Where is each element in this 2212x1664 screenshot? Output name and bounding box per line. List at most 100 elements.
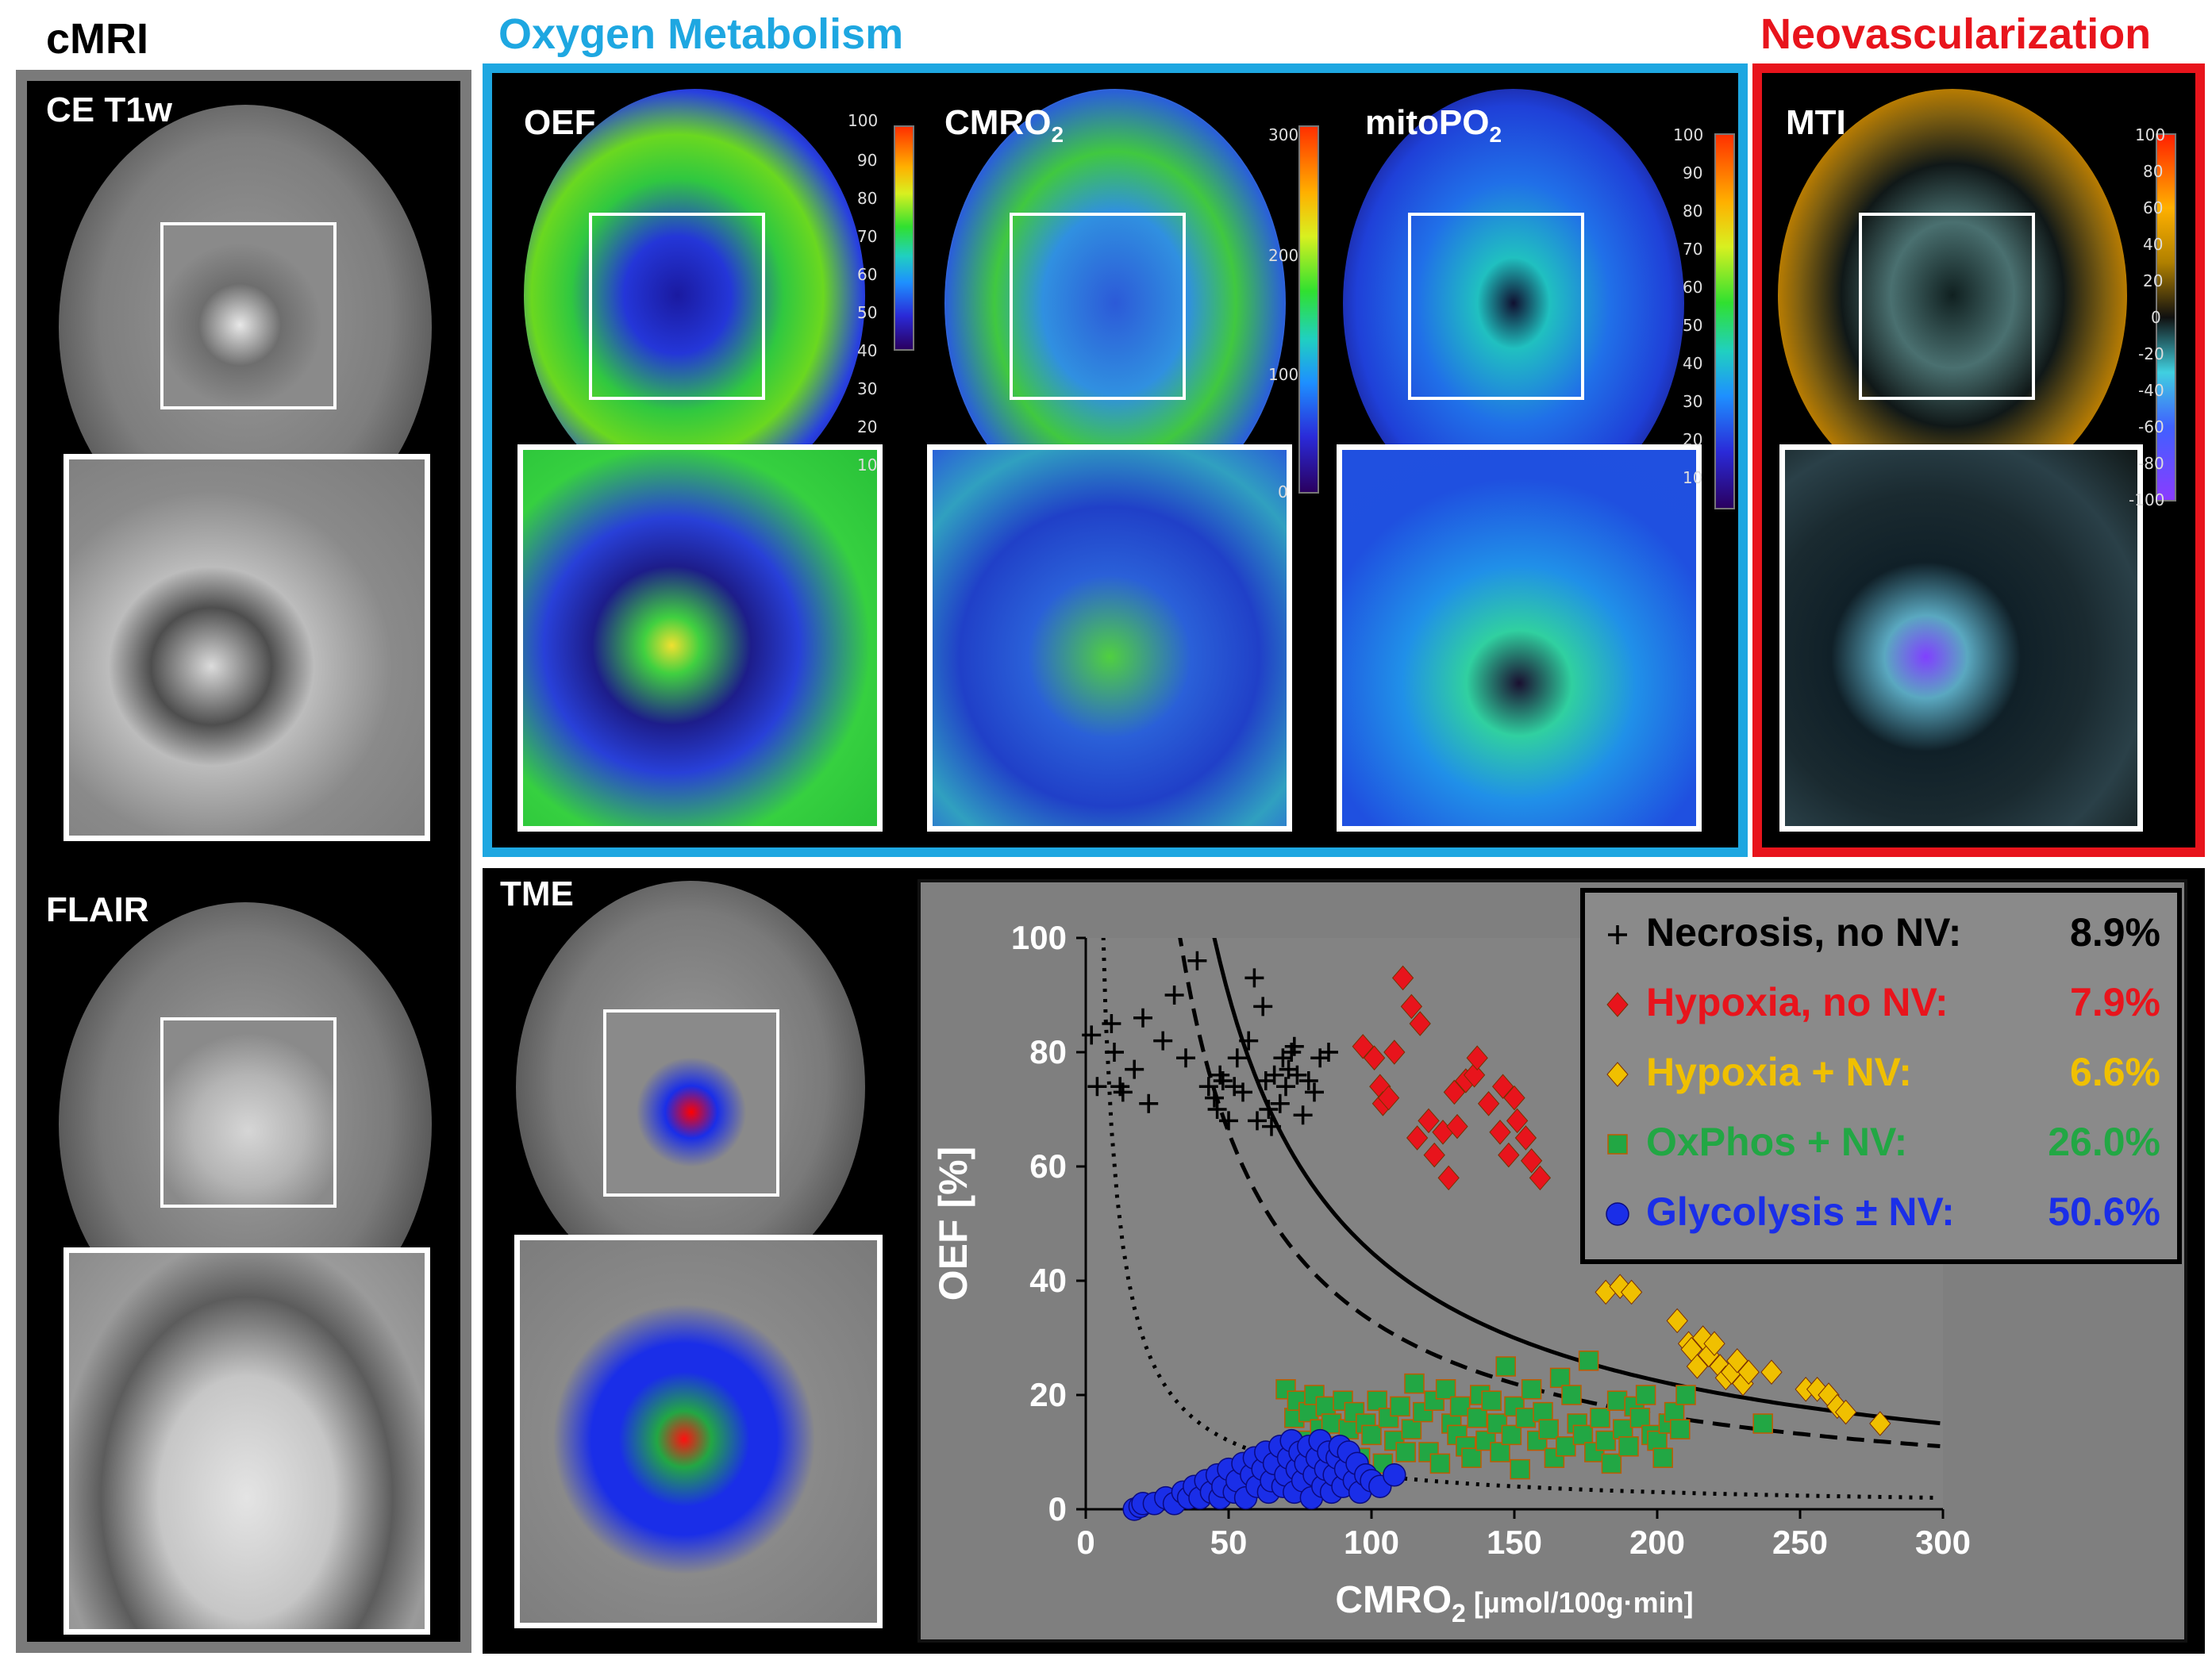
oxphos-point [1533, 1401, 1553, 1423]
mti-label: MTI [1786, 103, 1846, 142]
legend-pct-necrosis: 8.9% [2070, 910, 2160, 955]
hypoxia_nv-point [1737, 1359, 1760, 1385]
hypoxia_no_nv-point [1514, 1125, 1537, 1151]
mti-map-image [1778, 89, 2127, 502]
mti-colorbar-tick: -20 [2138, 344, 2164, 363]
legend-label-oxphos: OxPhos + NV: [1646, 1120, 1907, 1164]
flair-zoom-image [63, 1247, 430, 1635]
dashed-iso-curve [1178, 938, 1941, 1448]
oxygen-metabolism-panel: OEF CMRO2 mitoPO2 [483, 63, 1748, 857]
mti-colorbar-tick: 60 [2143, 198, 2164, 217]
tme-roi [603, 1009, 779, 1197]
x-tick-label: 300 [1915, 1524, 1971, 1561]
mitopo2-colorbar-tick: 40 [1683, 354, 1703, 373]
oxphos-point [1315, 1396, 1337, 1417]
oef-colorbar-tick: 90 [857, 151, 878, 170]
y-tick-label: 20 [1029, 1376, 1067, 1413]
hypoxia_no_nv-point [1463, 1063, 1486, 1088]
oxphos-point [1584, 1442, 1605, 1462]
hypoxia_no_nv-point [1409, 1011, 1431, 1036]
necrosis-point [1262, 1116, 1281, 1136]
neovascularization-panel: MTI [1752, 63, 2205, 857]
necrosis-point [1298, 1071, 1318, 1090]
hypoxia_no_nv-point [1383, 1040, 1406, 1065]
necrosis-point [1319, 1043, 1338, 1062]
oxphos-point [1495, 1356, 1516, 1377]
necrosis-point [1248, 1111, 1267, 1131]
necrosis-point [1270, 1093, 1290, 1113]
necrosis-point [1153, 1031, 1173, 1051]
x-tick-label: 250 [1772, 1524, 1828, 1561]
y-tick-label: 0 [1048, 1490, 1067, 1528]
oef-roi [589, 213, 765, 400]
mitopo2-colorbar [1714, 133, 1735, 509]
mti-colorbar-tick: 100 [2135, 125, 2166, 144]
cmro2-label: CMRO2 [944, 103, 1064, 147]
hypoxia_no_nv-point [1489, 1120, 1511, 1145]
necrosis-point [1233, 1082, 1252, 1102]
y-tick-label: 40 [1029, 1262, 1067, 1299]
oef-colorbar-tick: 50 [857, 303, 878, 322]
oxphos-point [1298, 1401, 1319, 1423]
mitopo2-roi [1408, 213, 1584, 400]
oxphos-point [1418, 1442, 1439, 1462]
flair-roi [160, 1017, 337, 1208]
hypoxia_no_nv-point [1446, 1113, 1468, 1139]
hypoxia_no_nv-point [1352, 1034, 1374, 1059]
necrosis-point [1213, 1071, 1233, 1090]
hypoxia_no_nv-point [1391, 965, 1414, 991]
hypoxia_no_nv-point [1466, 1045, 1488, 1070]
hypoxia_no_nv-point [1406, 1125, 1429, 1151]
oef-colorbar-tick: 30 [857, 379, 878, 398]
solid-iso-curve [1212, 938, 1941, 1426]
legend-marker-oxphos [1607, 1134, 1628, 1155]
mitopo2-colorbar-tick: 60 [1683, 278, 1703, 297]
mitopo2-label: mitoPO2 [1365, 103, 1502, 147]
mitopo2-colorbar-tick: 90 [1683, 163, 1703, 183]
oxphos-point [1629, 1408, 1651, 1428]
necrosis-point [1259, 1100, 1279, 1119]
mitopo2-colorbar-tick: 50 [1683, 316, 1703, 335]
necrosis-point [1293, 1105, 1313, 1125]
mti-colorbar-tick: 80 [2143, 162, 2164, 181]
necrosis-point [1287, 1065, 1307, 1085]
cmro2-colorbar-tick: 100 [1268, 365, 1299, 384]
mitopo2-colorbar-tick: 30 [1683, 392, 1703, 411]
oef-zoom-image [517, 444, 883, 832]
oxphos-point [1556, 1436, 1576, 1457]
cmri-panel: CE T1w FLAIR [16, 70, 471, 1653]
oxphos-point [1490, 1442, 1510, 1462]
ce-t1w-label: CE T1w [46, 90, 172, 129]
section-title-oxygen-metabolism: Oxygen Metabolism [498, 10, 904, 58]
necrosis-point [1176, 1048, 1195, 1068]
mitopo2-colorbar-tick: 100 [1673, 125, 1704, 144]
legend-marker-hypoxia_nv [1606, 1062, 1629, 1087]
oxphos-point [1652, 1447, 1673, 1468]
mti-colorbar-tick: 20 [2143, 271, 2164, 290]
hypoxia_nv-point [1620, 1279, 1643, 1305]
hypoxia_no_nv-point [1377, 1085, 1400, 1111]
oxphos-point [1664, 1401, 1685, 1423]
hypoxia_no_nv-point [1418, 1108, 1440, 1134]
mitopo2-colorbar-tick: 20 [1683, 430, 1703, 449]
necrosis-point [1139, 1093, 1159, 1113]
oef-vs-cmro2-scatter: 0 50 100 150 200 250 300 0 20 40 60 80 100 CMRO2 [µmo… [931, 888, 2182, 1627]
hypoxia_no_nv-point [1491, 1074, 1514, 1099]
oxphos-point [1752, 1413, 1773, 1434]
oxphos-point [1435, 1379, 1456, 1400]
hypoxia_nv-point [1726, 1348, 1748, 1374]
ce-t1w-roi [160, 222, 337, 409]
x-tick-label: 100 [1344, 1524, 1399, 1561]
y-tick-label: 100 [1011, 919, 1067, 956]
cmro2-roi [1010, 213, 1186, 400]
hypoxia_no_nv-point [1506, 1108, 1529, 1134]
legend-pct-hypoxia_nv: 6.6% [2070, 1050, 2160, 1094]
necrosis-point [1239, 1031, 1259, 1051]
necrosis-point [1133, 1008, 1152, 1028]
necrosis-point [1082, 1025, 1102, 1045]
flair-label: FLAIR [46, 890, 149, 929]
hypoxia_nv-point [1686, 1354, 1709, 1379]
oxphos-point [1361, 1424, 1382, 1446]
cmro2-colorbar-tick: 200 [1268, 246, 1299, 265]
oef-map-image [524, 89, 865, 502]
